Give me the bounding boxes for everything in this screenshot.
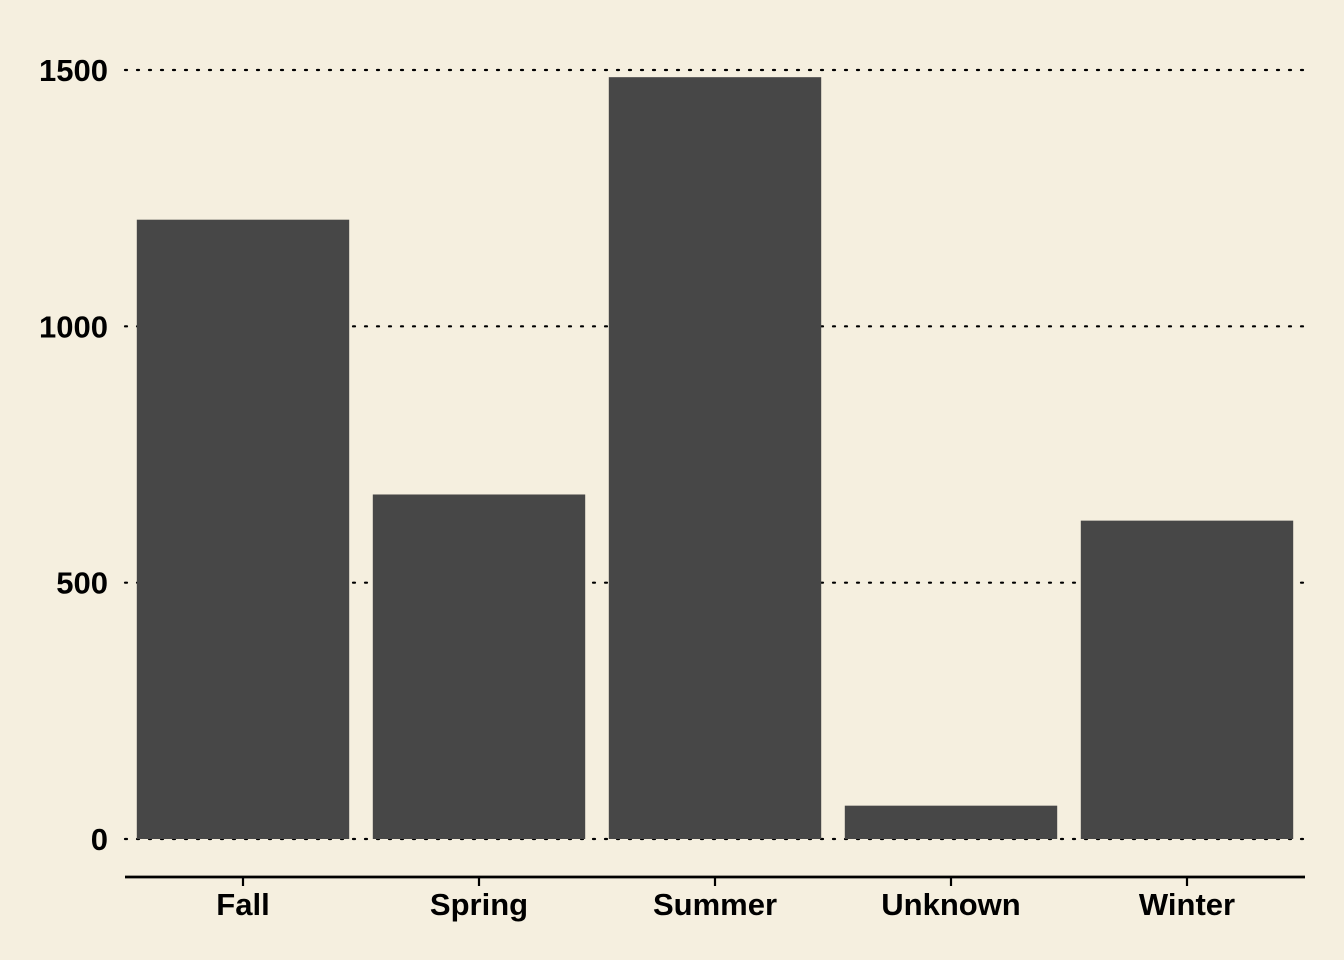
bar-winter xyxy=(1080,520,1294,839)
y-tick-label: 1000 xyxy=(39,309,108,344)
x-tick-label: Summer xyxy=(653,887,777,922)
x-axis xyxy=(125,875,1305,886)
bars xyxy=(136,77,1294,840)
y-tick-label: 500 xyxy=(56,566,108,601)
bar-summer xyxy=(608,77,822,840)
y-axis-tick-labels: 0 500 1000 1500 xyxy=(39,53,108,857)
x-tick-label: Spring xyxy=(430,887,528,922)
x-axis-tick-labels: Fall Spring Summer Unknown Winter xyxy=(216,887,1235,922)
x-tick-label: Fall xyxy=(216,887,269,922)
bar-unknown xyxy=(844,805,1058,839)
x-tick-label: Winter xyxy=(1139,887,1235,922)
y-tick-label: 0 xyxy=(91,822,108,857)
y-tick-label: 1500 xyxy=(39,53,108,88)
bar-fall xyxy=(136,219,350,839)
x-tick-label: Unknown xyxy=(881,887,1021,922)
bar-spring xyxy=(372,494,586,839)
